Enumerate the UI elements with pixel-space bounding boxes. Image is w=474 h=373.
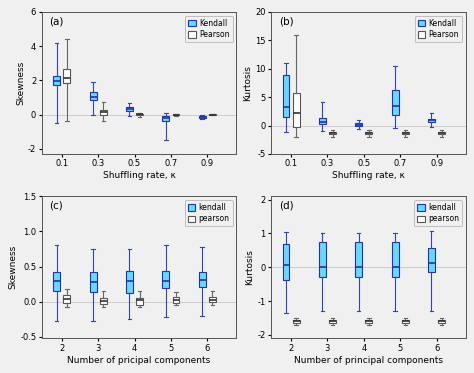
Text: (a): (a)	[50, 16, 64, 26]
PathPatch shape	[438, 132, 445, 134]
Text: (d): (d)	[279, 201, 293, 210]
PathPatch shape	[199, 116, 206, 118]
X-axis label: Shuffling rate, κ: Shuffling rate, κ	[103, 171, 175, 180]
Text: (b): (b)	[279, 16, 293, 26]
PathPatch shape	[293, 93, 300, 127]
PathPatch shape	[438, 320, 445, 323]
PathPatch shape	[53, 272, 60, 291]
PathPatch shape	[402, 132, 409, 134]
PathPatch shape	[162, 116, 169, 121]
Legend: kendall, pearson: kendall, pearson	[185, 200, 233, 226]
PathPatch shape	[392, 90, 399, 115]
PathPatch shape	[293, 320, 300, 323]
X-axis label: Number of principal components: Number of principal components	[294, 356, 443, 365]
PathPatch shape	[356, 123, 362, 126]
Legend: Kendall, Pearson: Kendall, Pearson	[415, 16, 462, 42]
PathPatch shape	[365, 132, 373, 134]
PathPatch shape	[356, 242, 362, 277]
PathPatch shape	[162, 271, 169, 288]
PathPatch shape	[136, 298, 143, 305]
PathPatch shape	[392, 242, 399, 277]
PathPatch shape	[64, 69, 70, 83]
PathPatch shape	[136, 114, 143, 115]
PathPatch shape	[100, 298, 107, 304]
PathPatch shape	[126, 107, 133, 111]
PathPatch shape	[319, 242, 326, 278]
Y-axis label: Kurtosis: Kurtosis	[243, 65, 252, 101]
PathPatch shape	[90, 92, 97, 100]
Legend: Kendall, Pearson: Kendall, Pearson	[185, 16, 233, 42]
PathPatch shape	[428, 119, 435, 122]
PathPatch shape	[428, 248, 435, 272]
PathPatch shape	[365, 320, 373, 323]
Y-axis label: Skewness: Skewness	[16, 61, 25, 105]
PathPatch shape	[329, 132, 336, 134]
Legend: kendall, pearson: kendall, pearson	[414, 200, 462, 226]
X-axis label: Number of pricipal components: Number of pricipal components	[67, 356, 210, 365]
PathPatch shape	[283, 75, 290, 117]
PathPatch shape	[173, 297, 180, 303]
X-axis label: Shuffling rate, κ: Shuffling rate, κ	[332, 171, 405, 180]
PathPatch shape	[53, 76, 60, 85]
PathPatch shape	[64, 295, 70, 303]
PathPatch shape	[319, 117, 326, 124]
PathPatch shape	[283, 244, 290, 280]
Text: (c): (c)	[50, 201, 64, 210]
PathPatch shape	[100, 110, 107, 115]
PathPatch shape	[402, 320, 409, 323]
Y-axis label: Skewness: Skewness	[9, 245, 18, 289]
Y-axis label: Kurtosis: Kurtosis	[246, 250, 255, 285]
PathPatch shape	[126, 271, 133, 292]
PathPatch shape	[90, 272, 97, 292]
PathPatch shape	[209, 297, 216, 303]
PathPatch shape	[199, 272, 206, 287]
PathPatch shape	[329, 320, 336, 323]
